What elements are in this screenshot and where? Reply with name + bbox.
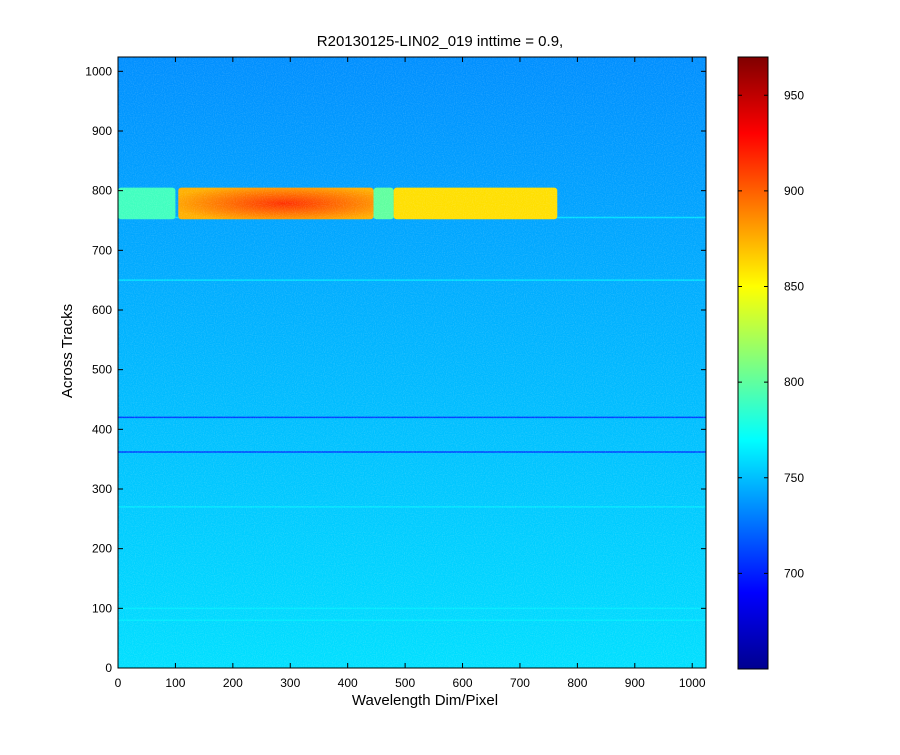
y-tick-label: 800	[92, 184, 112, 198]
x-axis-label: Wavelength Dim/Pixel	[352, 692, 498, 709]
x-tick-label: 800	[567, 676, 587, 690]
colorbar-tick-label: 900	[784, 184, 804, 198]
y-tick-label: 900	[92, 124, 112, 138]
x-tick-label: 600	[453, 676, 473, 690]
y-tick-label: 100	[92, 601, 112, 615]
y-axis: 0 100 200 300 400 500 600 700 800 900 1000	[85, 64, 706, 675]
colorbar-tick-label: 750	[784, 471, 804, 485]
y-tick-label: 1000	[85, 64, 112, 78]
y-tick-label: 600	[92, 303, 112, 317]
y-tick-label: 200	[92, 542, 112, 556]
x-tick-label: 1000	[679, 676, 706, 690]
x-axis: 0 100 200 300 400 500 600 700 800 900 1000	[115, 57, 706, 690]
y-tick-label: 400	[92, 422, 112, 436]
x-tick-label: 500	[395, 676, 415, 690]
y-tick-label: 300	[92, 482, 112, 496]
y-tick-label: 500	[92, 363, 112, 377]
colorbar-tick-label: 950	[784, 88, 804, 102]
chart-title: R20130125-LIN02_019 inttime = 0.9,	[317, 33, 563, 50]
colorbar-gradient	[738, 57, 768, 669]
x-tick-label: 700	[510, 676, 530, 690]
colorbar-frame	[737, 56, 769, 670]
x-tick-label: 200	[223, 676, 243, 690]
x-tick-label: 400	[338, 676, 358, 690]
y-axis-label: Across Tracks	[59, 304, 76, 398]
y-tick-label: 700	[92, 243, 112, 257]
x-tick-label: 100	[165, 676, 185, 690]
x-tick-label: 900	[625, 676, 645, 690]
x-tick-label: 0	[115, 676, 122, 690]
colorbar-tick-label: 700	[784, 566, 804, 580]
colorbar-tick-label: 850	[784, 280, 804, 294]
colorbar-tick-label: 800	[784, 375, 804, 389]
plot-noise	[118, 57, 706, 668]
y-tick-label: 0	[105, 661, 112, 675]
colorbar-ticks: 700 750 800 850 900 950	[738, 88, 804, 580]
x-tick-label: 300	[280, 676, 300, 690]
plot-frame	[117, 56, 707, 669]
colorbar: 700 750 800 850 900 950	[737, 56, 804, 670]
